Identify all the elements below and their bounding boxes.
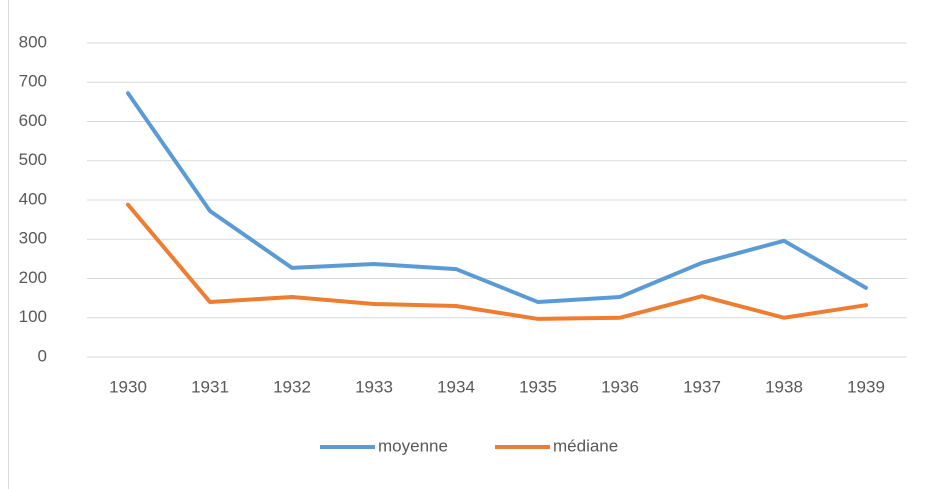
x-tick-label: 1934 <box>437 377 475 396</box>
y-tick-label: 300 <box>19 229 47 248</box>
data-line <box>126 91 868 305</box>
x-tick-label: 1930 <box>109 377 147 396</box>
x-tick-label: 1933 <box>355 377 393 396</box>
x-tick-label: 1932 <box>273 377 311 396</box>
x-tick-label: 1936 <box>601 377 639 396</box>
data-line <box>126 202 868 321</box>
y-tick-label: 100 <box>19 307 47 326</box>
x-tick-label: 1938 <box>765 377 803 396</box>
y-tick-label: 500 <box>19 150 47 169</box>
x-tick-label: 1931 <box>191 377 229 396</box>
y-tick-label: 0 <box>38 346 47 365</box>
y-tick-label: 600 <box>19 111 47 130</box>
y-tick-label: 700 <box>19 72 47 91</box>
legend-label: moyenne <box>378 436 448 455</box>
x-tick-label: 1939 <box>847 377 885 396</box>
y-tick-label: 400 <box>19 189 47 208</box>
y-tick-label: 800 <box>19 32 47 51</box>
chart-frame <box>8 0 9 489</box>
y-tick-label: 200 <box>19 268 47 287</box>
x-tick-label: 1937 <box>683 377 721 396</box>
x-tick-label: 1935 <box>519 377 557 396</box>
legend-label: médiane <box>553 436 618 455</box>
